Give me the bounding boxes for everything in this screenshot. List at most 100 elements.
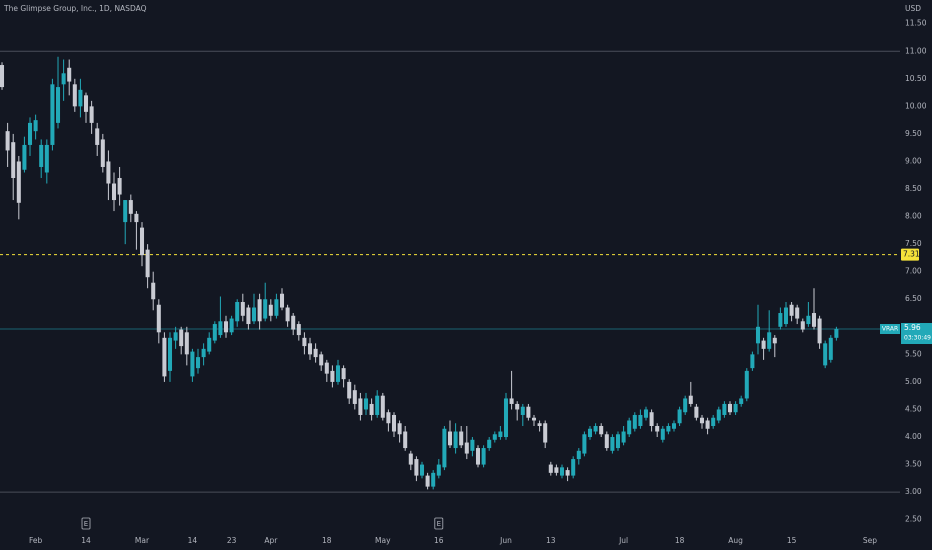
candle-body [632, 414, 637, 429]
candle-body [621, 431, 626, 443]
candle-body [526, 406, 531, 418]
candle-body [223, 321, 229, 333]
candle-body [403, 431, 408, 449]
countdown-label: 03:30:49 [904, 335, 931, 342]
candle-body [520, 406, 525, 415]
candle-body [72, 84, 77, 107]
candle-body [711, 417, 716, 427]
candle-body [341, 368, 346, 380]
candle-body [795, 307, 800, 319]
candle-body [22, 144, 27, 170]
candle-body [111, 183, 117, 201]
candle-body [733, 403, 738, 413]
candle-body [537, 423, 542, 427]
candle-body [531, 417, 537, 421]
candle-body [207, 337, 212, 352]
y-tick-label: 3.00 [905, 487, 922, 496]
candle-body [587, 428, 593, 438]
candle-body [156, 304, 161, 333]
candle-body [78, 89, 83, 107]
y-tick-label: 11.00 [905, 46, 927, 55]
candle-body [716, 409, 721, 421]
candle-body [106, 161, 111, 184]
candle-body [408, 453, 413, 465]
x-tick-label: 18 [322, 536, 332, 545]
candle-body [503, 398, 509, 438]
candle-body [391, 414, 397, 432]
candle-body [285, 307, 290, 322]
candle-body [195, 357, 201, 369]
candle-body [128, 200, 133, 214]
candle-body [44, 144, 49, 173]
candle-body [475, 448, 481, 465]
candle-body [671, 423, 677, 429]
candle-body [610, 437, 615, 451]
candle-body [179, 329, 184, 347]
candle-body [789, 304, 794, 316]
candle-body [761, 340, 766, 349]
y-tick-label: 8.50 [905, 184, 922, 193]
candle-body [55, 87, 61, 123]
candle-body [800, 321, 805, 330]
y-tick-label: 6.50 [905, 294, 922, 303]
candle-body [699, 417, 705, 424]
candle-body [319, 354, 324, 366]
candle-body [576, 450, 581, 460]
candle-body [442, 428, 447, 468]
candle-body [447, 431, 453, 446]
candle-body [352, 390, 357, 404]
candle-body [162, 337, 167, 377]
candle-body [139, 227, 145, 256]
candle-body [655, 426, 660, 432]
candle-body [464, 442, 469, 454]
x-tick-label: 13 [546, 536, 556, 545]
candle-body [83, 95, 89, 112]
candle-body [755, 326, 761, 344]
candle-body [823, 343, 828, 366]
candle-body [212, 324, 217, 341]
candle-body [167, 337, 173, 371]
candle-body [380, 395, 385, 418]
candle-body [492, 434, 497, 440]
candle-body [643, 409, 649, 418]
candle-body [515, 403, 520, 410]
y-tick-label: 5.00 [905, 377, 922, 386]
candle-body [251, 307, 257, 322]
candle-body [50, 84, 55, 145]
candle-body [727, 403, 733, 413]
candle-body [67, 67, 72, 82]
candle-body [509, 398, 514, 404]
currency-label: USD [905, 4, 921, 13]
y-tick-label: 4.50 [905, 404, 922, 413]
candle-body [582, 434, 587, 454]
candle-body [660, 428, 665, 440]
candle-body [89, 106, 94, 123]
candle-body [772, 337, 777, 344]
x-tick-label: Mar [135, 536, 150, 545]
candle-body [548, 464, 553, 473]
y-tick-label: 11.50 [905, 19, 927, 28]
candle-body [95, 128, 100, 145]
candle-body [240, 302, 245, 316]
candle-body [811, 313, 817, 327]
candle-body [134, 213, 139, 223]
symbol-label: VRAR [882, 326, 898, 333]
candle-body [145, 249, 150, 278]
candle-body [593, 426, 598, 432]
candle-body [324, 362, 329, 374]
candle-body [419, 464, 425, 476]
candle-body [638, 414, 643, 427]
x-tick-label: 23 [227, 536, 237, 545]
y-tick-label: 8.00 [905, 212, 922, 221]
event-marker [434, 517, 444, 530]
candle-body [705, 420, 710, 429]
candle-body [307, 343, 313, 355]
candle-body [347, 381, 352, 399]
y-tick-label: 5.50 [905, 349, 922, 358]
candle-body [470, 439, 475, 451]
x-tick-label: Jul [618, 536, 628, 545]
y-tick-label: 2.50 [905, 515, 922, 524]
candle-body [627, 420, 632, 435]
candle-body [173, 332, 178, 341]
